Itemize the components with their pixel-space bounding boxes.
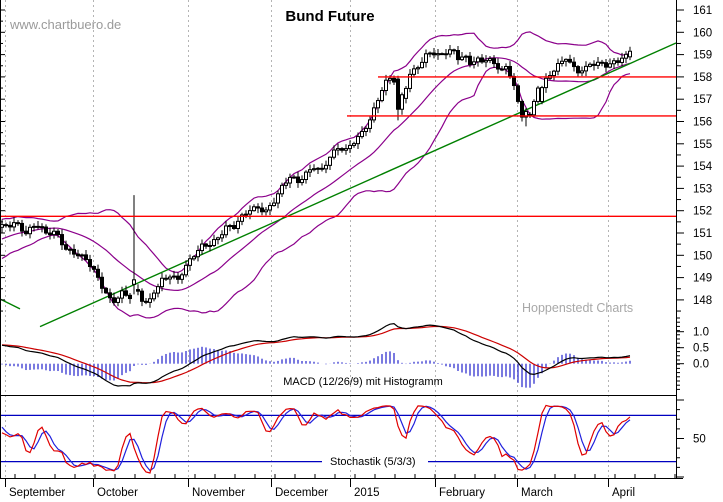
month-label: March <box>521 487 553 499</box>
svg-text:December: December <box>275 487 328 499</box>
macd-panel-label: MACD (12/26/9) mit Histogramm <box>283 376 443 388</box>
svg-text:156: 156 <box>693 117 712 129</box>
stoch-axis-ticks: 50 <box>676 399 706 478</box>
macd-axis-ticks: 1.0 0.5 0.0 <box>676 317 709 390</box>
svg-text:150: 150 <box>693 250 712 262</box>
brand-watermark: Hoppenstedt Charts <box>522 301 634 315</box>
svg-text:February: February <box>439 487 485 499</box>
stochastic-panel-label: Stochastik (5/3/3) <box>328 456 418 468</box>
svg-text:153: 153 <box>693 183 712 195</box>
support-resistance-lines <box>0 76 676 217</box>
svg-text:158: 158 <box>693 72 712 84</box>
svg-text:0.0: 0.0 <box>693 359 709 371</box>
stochastic-panel <box>0 404 676 474</box>
price-panel <box>0 31 676 328</box>
svg-text:April: April <box>612 487 635 499</box>
month-label: October <box>97 487 138 499</box>
svg-text:155: 155 <box>693 139 712 151</box>
page-title: Bund Future <box>285 8 375 25</box>
month-gridlines <box>5 0 609 478</box>
watermark-text: www.chartbuero.de <box>10 17 122 32</box>
svg-text:March: March <box>521 487 553 499</box>
svg-text:2015: 2015 <box>354 487 380 499</box>
svg-text:November: November <box>192 487 245 499</box>
trendlines <box>0 42 676 328</box>
svg-text:October: October <box>97 487 138 499</box>
svg-text:152: 152 <box>693 206 712 218</box>
svg-text:1.0: 1.0 <box>693 327 709 339</box>
month-label: February <box>439 487 485 499</box>
candlestick-series <box>0 44 632 308</box>
svg-text:50: 50 <box>693 434 706 446</box>
stochastic-k-line <box>1 404 631 474</box>
month-label: November <box>192 487 245 499</box>
macd-panel <box>1 322 631 388</box>
svg-text:157: 157 <box>693 94 712 106</box>
svg-text:September: September <box>9 487 65 499</box>
month-label: December <box>275 487 328 499</box>
svg-text:151: 151 <box>693 228 712 240</box>
svg-text:149: 149 <box>693 273 712 285</box>
time-axis-ticks: September October November December 2015 Febr… <box>5 474 676 499</box>
svg-text:161: 161 <box>693 5 712 17</box>
svg-text:0.5: 0.5 <box>693 343 709 355</box>
price-axis-ticks: 161 160 159 158 157 156 155 154 153 152 151 150 149 1… <box>0 5 713 312</box>
macd-signal-line <box>1 325 631 384</box>
month-label: September <box>9 487 65 499</box>
svg-text:159: 159 <box>693 50 712 62</box>
svg-text:154: 154 <box>693 161 713 173</box>
svg-text:160: 160 <box>693 27 712 39</box>
svg-text:148: 148 <box>693 295 712 307</box>
macd-line <box>1 322 631 387</box>
month-label: 2015 <box>354 487 380 499</box>
month-label: April <box>612 487 635 499</box>
